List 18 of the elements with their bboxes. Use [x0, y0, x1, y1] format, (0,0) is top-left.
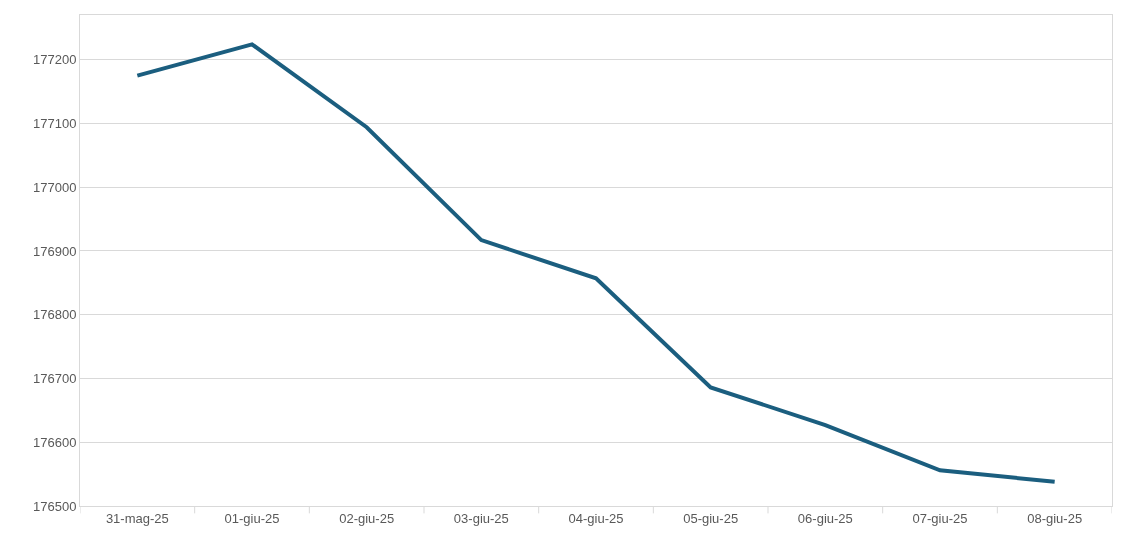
y-tick-label: 176900: [33, 243, 77, 259]
y-tick-label: 177200: [33, 52, 77, 68]
y-tick-label: 176800: [33, 307, 77, 323]
x-tick-label: 05-giu-25: [683, 510, 739, 526]
y-tick-label: 177000: [33, 179, 77, 195]
y-tick-label: 176600: [33, 434, 77, 450]
x-tick-label: 31-mag-25: [105, 510, 169, 526]
x-tick-label: 07-giu-25: [912, 510, 968, 526]
x-tick-label: 02-giu-25: [339, 510, 395, 526]
y-tick-label: 176700: [33, 371, 77, 387]
y-tick-label: 176500: [33, 498, 77, 514]
x-tick-label: 03-giu-25: [453, 510, 509, 526]
x-tick-label: 01-giu-25: [224, 510, 280, 526]
x-tick-label: 04-giu-25: [568, 510, 624, 526]
y-tick-label: 177100: [33, 115, 77, 131]
line-series: [135, 42, 1057, 484]
x-tick-label: 08-giu-25: [1027, 510, 1083, 526]
x-tick-label: 06-giu-25: [797, 510, 853, 526]
